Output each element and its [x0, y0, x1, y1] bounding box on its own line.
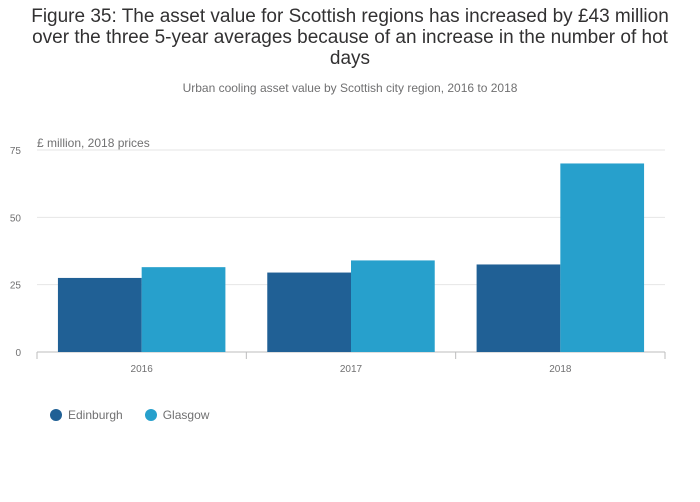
y-tick-label-25: 25: [10, 281, 22, 292]
bar-edinburgh-2018: [476, 264, 561, 352]
legend-swatch-edinburgh: [50, 409, 62, 421]
x-tick-label-2017: 2017: [340, 364, 363, 375]
legend-label-glasgow: Glasgow: [162, 408, 210, 422]
x-tick-label-2018: 2018: [549, 364, 572, 375]
legend-item-glasgow[interactable]: Glasgow: [144, 408, 210, 422]
y-tick-label-50: 50: [10, 213, 22, 224]
legend-label-edinburgh: Edinburgh: [68, 408, 123, 422]
bar-glasgow-2018: [560, 163, 645, 352]
chart-subtitle: Urban cooling asset value by Scottish ci…: [182, 81, 518, 95]
legend: Edinburgh Glasgow: [50, 408, 209, 422]
bar-glasgow-2016: [141, 267, 226, 352]
y-tick-label-75: 75: [10, 146, 22, 157]
y-axis-label: £ million, 2018 prices: [37, 136, 150, 150]
chart-title: Figure 35: The asset value for Scottish …: [31, 6, 669, 69]
bar-edinburgh-2016: [57, 277, 142, 352]
legend-item-edinburgh[interactable]: Edinburgh: [50, 408, 123, 422]
chart-header: Figure 35: The asset value for Scottish …: [0, 6, 700, 95]
bar-edinburgh-2017: [267, 272, 351, 352]
x-tick-label-2016: 2016: [131, 364, 154, 375]
legend-swatch-glasgow: [144, 409, 157, 421]
bar-glasgow-2017: [351, 260, 435, 352]
y-tick-label-0: 0: [15, 348, 21, 359]
